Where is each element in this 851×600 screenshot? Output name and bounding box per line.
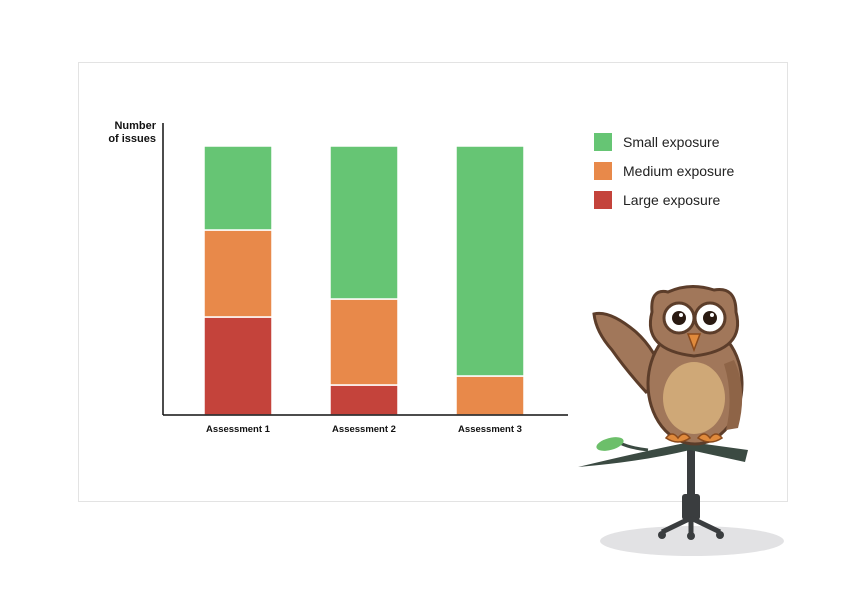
bar-segment [203, 229, 273, 318]
owl-mascot-icon [578, 285, 784, 556]
bar-segment [203, 145, 273, 231]
bar-segment [329, 298, 399, 386]
x-tick-label: Assessment 2 [332, 424, 396, 435]
x-tick-label: Assessment 1 [206, 424, 270, 435]
legend-label: Small exposure [623, 133, 720, 150]
legend-label: Large exposure [623, 191, 721, 208]
bar-segment [203, 316, 273, 416]
y-axis-label-line-1: Number [114, 120, 156, 132]
chart-legend: Small exposure Medium exposure Large exp… [594, 127, 734, 214]
legend-swatch [594, 161, 612, 180]
bar-segment [455, 375, 525, 416]
bar-segment [329, 384, 399, 416]
bar-segment [329, 145, 399, 300]
legend-item-large: Large exposure [594, 185, 734, 214]
x-tick-label: Assessment 3 [458, 424, 522, 435]
legend-item-small: Small exposure [594, 127, 734, 156]
legend-item-medium: Medium exposure [594, 156, 734, 185]
legend-swatch [594, 190, 612, 209]
bar-segment [455, 145, 525, 377]
legend-label: Medium exposure [623, 162, 735, 179]
y-axis-label-line-2: of issues [108, 133, 156, 145]
y-axis-label: Number of issues [96, 120, 156, 146]
legend-swatch [594, 132, 612, 151]
